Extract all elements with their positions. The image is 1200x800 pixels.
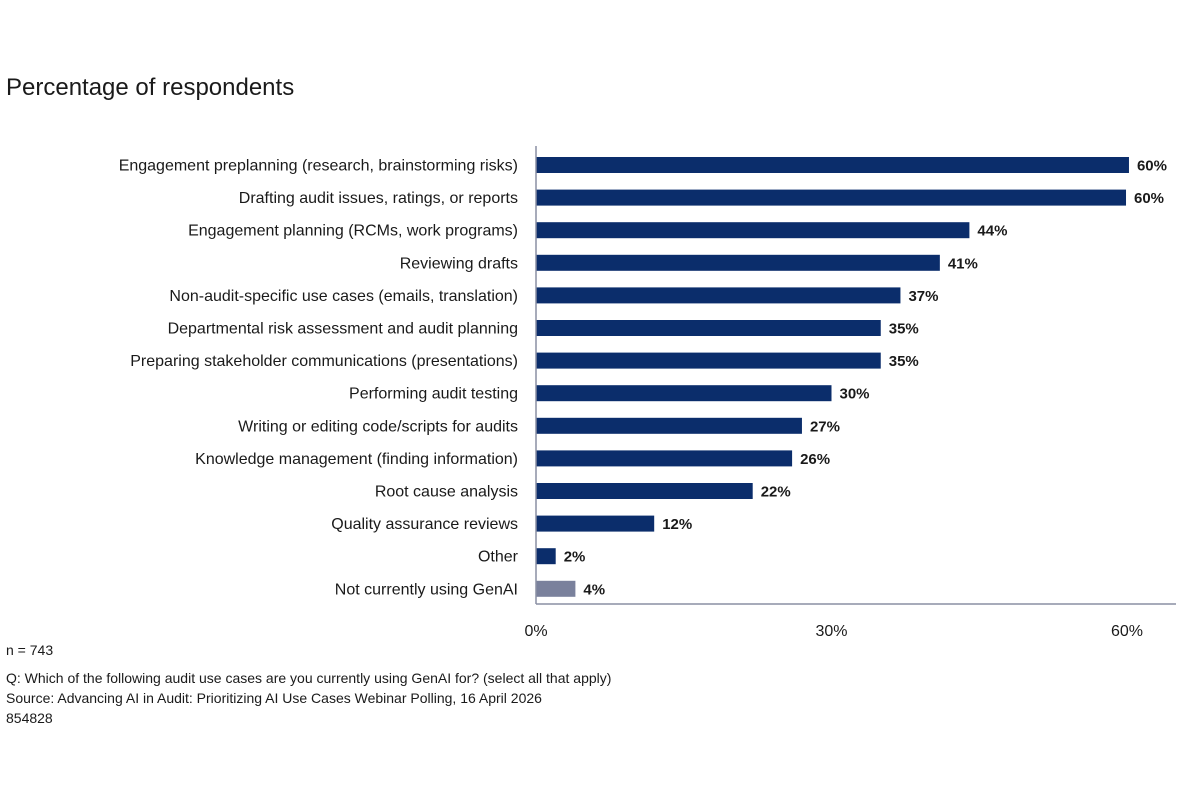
category-label: Departmental risk assessment and audit p… (168, 321, 518, 338)
bar (536, 189, 1127, 206)
chart-id: 854828 (6, 710, 53, 726)
bar (536, 222, 970, 239)
category-label: Drafting audit issues, ratings, or repor… (239, 190, 518, 207)
category-label: Quality assurance reviews (331, 516, 518, 533)
value-label: 4% (583, 581, 605, 598)
bar (536, 483, 753, 499)
bar (536, 352, 881, 369)
value-label: 35% (889, 353, 919, 370)
bar (536, 580, 576, 597)
value-label: 44% (977, 223, 1007, 240)
value-label: 60% (1134, 190, 1164, 207)
bar (536, 287, 901, 304)
category-label: Knowledge management (finding informatio… (195, 451, 518, 468)
value-label: 35% (889, 321, 919, 338)
source-note: Source: Advancing AI in Audit: Prioritiz… (6, 690, 542, 706)
category-label: Writing or editing code/scripts for audi… (238, 418, 518, 435)
bar (536, 385, 832, 402)
category-label: Preparing stakeholder communications (pr… (130, 353, 518, 370)
category-label: Performing audit testing (349, 386, 518, 403)
bar (536, 515, 655, 532)
value-label: 2% (564, 549, 586, 566)
bar (536, 417, 802, 434)
axis-layer: 0% 30% 60% (524, 146, 1176, 640)
category-label: Root cause analysis (375, 484, 518, 501)
value-label: 22% (761, 484, 791, 501)
category-label: Engagement planning (RCMs, work programs… (188, 223, 518, 240)
value-label: 12% (662, 516, 692, 533)
chart-footer: n = 743 Q: Which of the following audit … (6, 640, 611, 728)
category-label: Reviewing drafts (400, 255, 518, 272)
bar (536, 548, 556, 565)
category-label: Engagement preplanning (research, brains… (119, 158, 518, 175)
x-tick-label: 60% (1111, 623, 1143, 640)
bar (536, 320, 881, 336)
value-label: 30% (840, 386, 870, 403)
x-tick-label: 30% (815, 623, 847, 640)
sample-size-note: n = 743 (6, 642, 54, 658)
value-label: 27% (810, 418, 840, 435)
bars-layer: Engagement preplanning (research, brains… (119, 157, 1167, 598)
bar (536, 254, 940, 271)
chart-title: Percentage of respondents (6, 74, 295, 101)
value-label: 41% (948, 255, 978, 272)
question-note: Q: Which of the following audit use case… (6, 670, 612, 686)
x-tick-label: 0% (524, 623, 547, 640)
bar (536, 450, 793, 467)
value-label: 60% (1137, 158, 1167, 175)
bar (536, 157, 1129, 173)
category-label: Not currently using GenAI (335, 581, 518, 598)
value-label: 26% (800, 451, 830, 468)
value-label: 37% (908, 288, 938, 305)
category-label: Other (478, 549, 519, 566)
category-label: Non-audit-specific use cases (emails, tr… (169, 288, 518, 305)
